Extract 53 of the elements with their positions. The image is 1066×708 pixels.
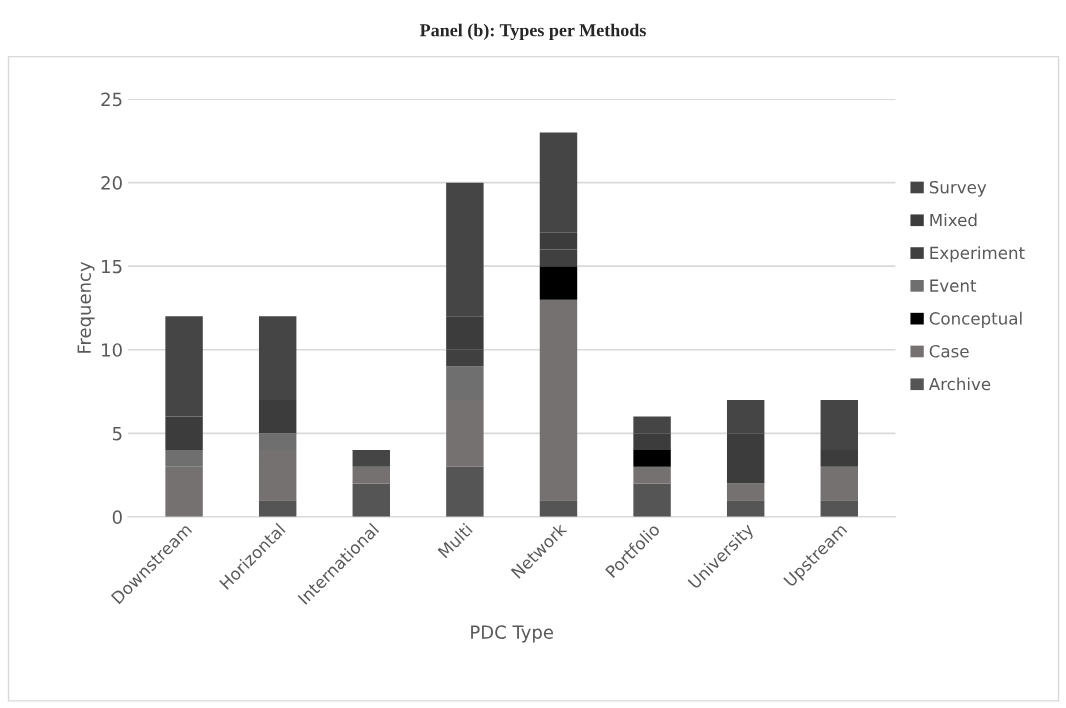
bar — [633, 433, 671, 450]
bar — [258, 450, 297, 501]
legend-label: Archive — [928, 377, 991, 391]
bar — [165, 450, 203, 467]
bar — [726, 483, 765, 501]
y-axis-title: Frequency — [77, 261, 95, 353]
y-tick-label: 15 — [102, 259, 122, 274]
bar — [633, 483, 671, 517]
bar — [258, 433, 297, 450]
bar — [352, 450, 390, 467]
bar — [633, 466, 671, 484]
bar — [446, 466, 484, 517]
bar — [165, 466, 203, 517]
legend-label: Mixed — [930, 213, 977, 227]
legend-label: Case — [929, 344, 969, 358]
legend-label: Event — [930, 279, 977, 292]
bar — [446, 366, 484, 400]
y-tick-label: 5 — [112, 426, 122, 441]
x-axis-title: PDC Type — [471, 625, 554, 643]
bar — [820, 399, 858, 450]
bar — [820, 466, 858, 501]
bar — [165, 416, 203, 450]
legend-label: Survey — [929, 180, 987, 197]
bar — [258, 500, 297, 517]
bar — [446, 316, 484, 350]
y-tick-label: 0 — [112, 510, 122, 524]
bar — [446, 182, 484, 317]
bar — [446, 399, 484, 467]
bar — [726, 399, 765, 434]
y-tick-label: 20 — [101, 176, 122, 190]
bar — [352, 483, 390, 517]
bar — [539, 299, 578, 501]
legend-label: Conceptual — [929, 311, 1022, 328]
bar — [726, 433, 765, 484]
bar — [539, 132, 578, 233]
bar — [539, 232, 578, 250]
bar — [633, 450, 671, 467]
bar — [726, 500, 765, 517]
bar — [258, 316, 297, 400]
bar — [820, 450, 858, 467]
y-tick-label: 10 — [102, 343, 122, 357]
bar — [258, 399, 297, 434]
bar — [165, 316, 203, 417]
bar — [633, 416, 671, 434]
bar — [820, 500, 858, 517]
bar — [539, 500, 578, 517]
y-tick-label: 25 — [101, 92, 122, 107]
bar — [352, 466, 390, 484]
chart-title: Panel (b): Types per Methods — [419, 23, 646, 41]
bar — [446, 349, 484, 367]
legend-label: Experiment — [930, 246, 1025, 263]
bar — [539, 249, 578, 267]
bar — [539, 266, 578, 300]
